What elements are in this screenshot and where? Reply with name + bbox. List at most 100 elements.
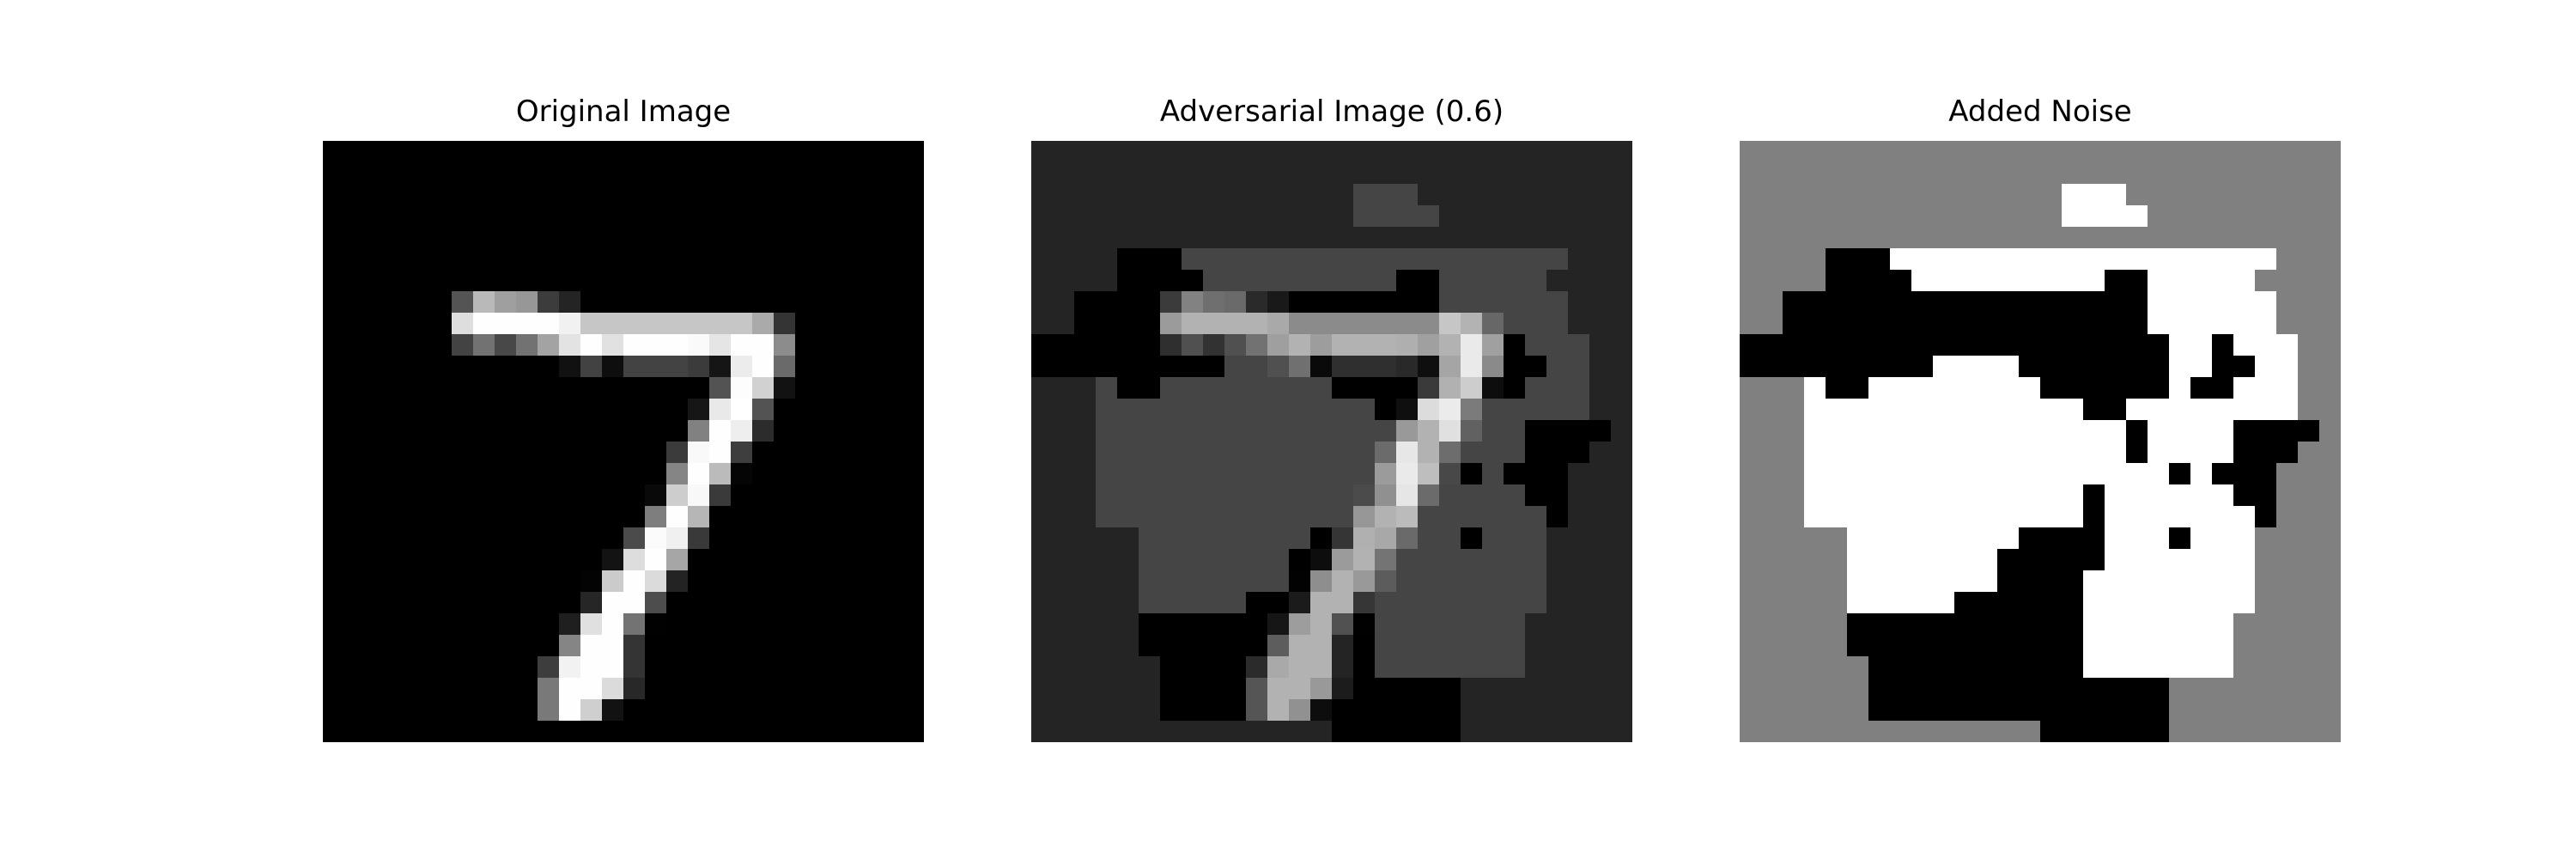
noise-pixel-cell xyxy=(1868,399,1891,421)
adversarial-pixel-cell xyxy=(1267,656,1290,679)
noise-pixel-cell xyxy=(1804,699,1826,722)
adversarial-pixel-cell xyxy=(1504,549,1526,571)
original-pixel-cell xyxy=(731,721,753,742)
adversarial-pixel-cell xyxy=(1074,656,1097,679)
noise-pixel-cell xyxy=(2233,699,2256,722)
adversarial-pixel-cell xyxy=(1310,162,1333,185)
adversarial-pixel-cell xyxy=(1310,377,1333,399)
adversarial-pixel-cell xyxy=(1353,162,1376,185)
noise-pixel-cell xyxy=(1826,420,1848,442)
noise-pixel-cell xyxy=(2169,227,2191,249)
adversarial-pixel-cell xyxy=(1418,463,1440,485)
adversarial-pixel-cell xyxy=(1117,141,1139,163)
noise-pixel-cell xyxy=(1933,678,1955,700)
noise-pixel-cell xyxy=(2148,248,2170,271)
noise-pixel-cell xyxy=(1761,420,1783,442)
adversarial-pixel-cell xyxy=(1117,442,1139,464)
original-pixel-cell xyxy=(366,635,388,657)
adversarial-pixel-cell xyxy=(1396,184,1419,206)
original-pixel-cell xyxy=(559,141,581,163)
adversarial-pixel-cell xyxy=(1439,377,1461,399)
adversarial-pixel-cell xyxy=(1160,721,1182,742)
original-pixel-cell xyxy=(902,356,924,378)
noise-pixel-cell xyxy=(1804,678,1826,700)
adversarial-pixel-cell xyxy=(1160,205,1182,228)
adversarial-pixel-cell xyxy=(1267,506,1290,528)
original-pixel-cell xyxy=(602,248,624,271)
adversarial-pixel-cell xyxy=(1332,613,1354,636)
noise-pixel-cell xyxy=(2083,227,2105,249)
adversarial-pixel-cell xyxy=(1182,184,1204,206)
original-pixel-cell xyxy=(387,613,410,636)
adversarial-pixel-cell xyxy=(1031,205,1054,228)
adversarial-pixel-cell xyxy=(1589,592,1612,614)
noise-pixel-cell xyxy=(1804,635,1826,657)
adversarial-pixel-cell xyxy=(1353,141,1376,163)
adversarial-pixel-cell xyxy=(1310,334,1333,356)
original-pixel-cell xyxy=(817,613,839,636)
adversarial-pixel-cell xyxy=(1053,399,1075,421)
original-pixel-cell xyxy=(344,656,367,679)
adversarial-pixel-cell xyxy=(1611,184,1632,206)
adversarial-pixel-cell xyxy=(1267,162,1290,185)
original-pixel-cell xyxy=(709,699,732,722)
noise-pixel-cell xyxy=(2190,463,2213,485)
noise-pixel-cell xyxy=(2040,356,2063,378)
noise-pixel-cell xyxy=(2276,570,2299,593)
noise-pixel-cell xyxy=(1847,313,1869,335)
noise-pixel-cell xyxy=(2319,356,2341,378)
noise-pixel-cell xyxy=(2298,356,2320,378)
noise-pixel-cell xyxy=(1933,270,1955,292)
original-pixel-cell xyxy=(688,678,710,700)
adversarial-pixel-cell xyxy=(1353,205,1376,228)
noise-pixel-cell xyxy=(2190,270,2213,292)
adversarial-pixel-cell xyxy=(1139,356,1161,378)
noise-pixel-cell xyxy=(1890,463,1912,485)
adversarial-pixel-cell xyxy=(1418,313,1440,335)
adversarial-pixel-cell xyxy=(1611,291,1632,314)
noise-pixel-cell xyxy=(2105,248,2127,271)
noise-pixel-cell xyxy=(2276,248,2299,271)
adversarial-pixel-cell xyxy=(1160,420,1182,442)
noise-pixel-cell xyxy=(1954,549,1977,571)
adversarial-pixel-cell xyxy=(1611,420,1632,442)
adversarial-pixel-cell xyxy=(1310,227,1333,249)
noise-pixel-cell xyxy=(2319,527,2341,550)
noise-pixel-cell xyxy=(1826,678,1848,700)
adversarial-pixel-cell xyxy=(1396,141,1419,163)
noise-pixel-cell xyxy=(2169,313,2191,335)
original-pixel-cell xyxy=(709,184,732,206)
adversarial-pixel-cell xyxy=(1031,184,1054,206)
noise-pixel-cell xyxy=(1740,205,1762,228)
noise-pixel-cell xyxy=(1976,205,1998,228)
noise-pixel-cell xyxy=(1997,162,2020,185)
original-pixel-cell xyxy=(430,141,453,163)
original-pixel-cell xyxy=(473,678,495,700)
noise-pixel-cell xyxy=(1826,334,1848,356)
adversarial-pixel-cell xyxy=(1203,484,1225,507)
adversarial-pixel-cell xyxy=(1267,463,1290,485)
noise-pixel-cell xyxy=(1997,248,2020,271)
noise-pixel-cell xyxy=(2298,678,2320,700)
adversarial-pixel-cell xyxy=(1031,570,1054,593)
adversarial-pixel-cell xyxy=(1031,442,1054,464)
adversarial-pixel-cell xyxy=(1053,248,1075,271)
original-pixel-cell xyxy=(430,570,453,593)
original-pixel-cell xyxy=(645,635,667,657)
original-pixel-cell xyxy=(409,313,431,335)
noise-pixel-cell xyxy=(2255,721,2277,742)
original-pixel-cell xyxy=(666,399,689,421)
original-pixel-cell xyxy=(774,141,796,163)
original-pixel-cell xyxy=(645,678,667,700)
noise-pixel-cell xyxy=(1976,377,1998,399)
adversarial-pixel-cell xyxy=(1332,721,1354,742)
original-pixel-cell xyxy=(795,721,817,742)
adversarial-pixel-cell xyxy=(1224,334,1247,356)
original-pixel-cell xyxy=(645,356,667,378)
adversarial-pixel-cell xyxy=(1053,205,1075,228)
noise-pixel-cell xyxy=(1804,420,1826,442)
noise-pixel-cell xyxy=(1954,527,1977,550)
noise-pixel-cell xyxy=(2126,678,2148,700)
original-pixel-cell xyxy=(817,184,839,206)
noise-pixel-cell xyxy=(2148,613,2170,636)
